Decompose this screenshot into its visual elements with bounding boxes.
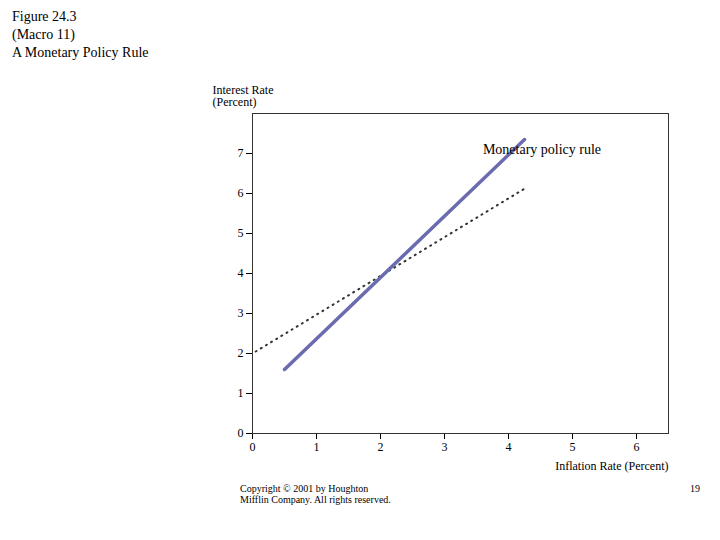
- html-text:Copyright © 2001 by Houghton M: Copyright © 2001 by Houghton Mifflin Com…: [240, 482, 391, 505]
- svg-text:0: 0: [250, 440, 256, 454]
- svg-text:1: 1: [238, 386, 244, 400]
- svg-text:Interest Rate(Percent): Interest Rate(Percent): [213, 82, 274, 108]
- svg-text:2: 2: [378, 440, 384, 454]
- svg-text:2: 2: [238, 346, 244, 360]
- svg-text:Inflation Rate (Percent): Inflation Rate (Percent): [555, 459, 668, 473]
- svg-text:3: 3: [238, 306, 244, 320]
- svg-text:4: 4: [238, 266, 244, 280]
- svg-text:1: 1: [314, 440, 320, 454]
- svg-text:6: 6: [634, 440, 640, 454]
- svg-text:7: 7: [238, 146, 244, 160]
- html-text:Figure 24.3 (Macro 11) A Monet: Figure 24.3 (Macro 11) A Monetary Policy…: [12, 9, 149, 61]
- svg-text:Monetary policy rule: Monetary policy rule: [483, 141, 601, 156]
- svg-text:4: 4: [506, 440, 512, 454]
- svg-text:3: 3: [442, 440, 448, 454]
- svg-text:5: 5: [238, 226, 244, 240]
- html-text:19: 19: [690, 482, 700, 494]
- svg-text:6: 6: [238, 186, 244, 200]
- svg-text:0: 0: [238, 426, 244, 440]
- svg-text:5: 5: [570, 440, 576, 454]
